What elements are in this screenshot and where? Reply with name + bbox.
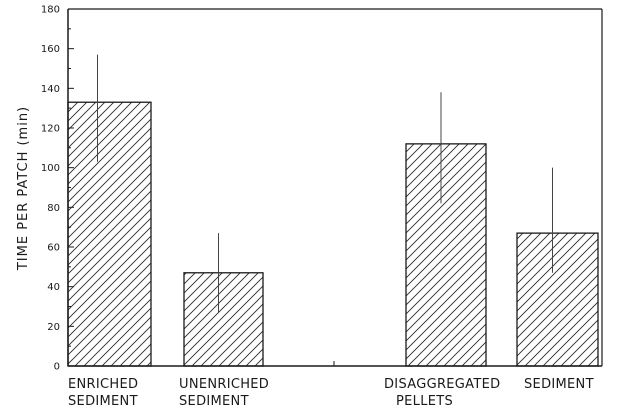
bar <box>405 143 487 367</box>
x-axis-labels: ENRICHED SEDIMENT UNENRICHED SEDIMENT DISAGG… <box>68 377 594 409</box>
error-bars <box>97 54 553 313</box>
category-label: SEDIMENT <box>179 394 249 409</box>
y-tick-label: 60 <box>47 243 60 254</box>
bar <box>67 101 152 367</box>
bar <box>183 272 264 367</box>
category-label: UNENRICHED <box>179 377 269 392</box>
category-label: DISAGGREGATED <box>384 377 500 392</box>
y-tick-label: 180 <box>41 5 60 16</box>
y-tick-label: 80 <box>47 203 60 214</box>
y-tick-label: 160 <box>41 44 60 55</box>
y-tick-label: 20 <box>47 322 60 333</box>
y-tick-label: 40 <box>47 282 60 293</box>
y-axis-label: TIME PER PATCH (min) <box>16 106 31 271</box>
bars <box>67 101 599 367</box>
category-label: PELLETS <box>396 394 453 409</box>
category-label: SEDIMENT <box>68 394 138 409</box>
y-tick-label: 0 <box>54 362 60 373</box>
bar <box>516 232 599 367</box>
y-tick-label: 120 <box>41 124 60 135</box>
y-tick-label: 100 <box>41 163 60 174</box>
category-label: ENRICHED <box>68 377 138 392</box>
category-label: SEDIMENT <box>524 377 594 392</box>
y-tick-label: 140 <box>41 84 60 95</box>
